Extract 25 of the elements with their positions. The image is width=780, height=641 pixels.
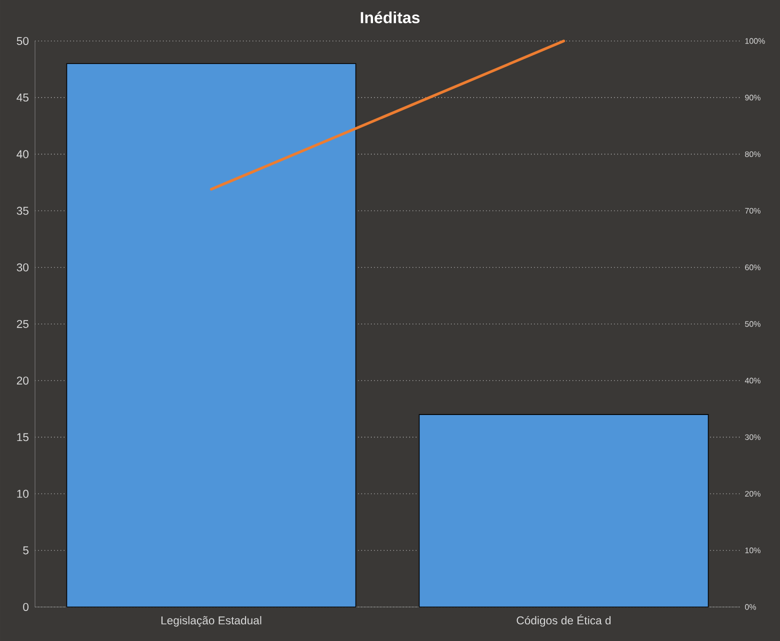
y2-tick-label: 50% [745,321,760,327]
y-tick-label: 15 [17,433,28,442]
y-tick-label: 10 [17,490,29,498]
y-tick-label: 45 [16,94,28,102]
x-tick-label: Códigos de Ética d [516,614,611,627]
y-tick-label: 35 [16,206,28,215]
y2-tick-label: 90% [745,94,760,100]
y2-tick-label: 100% [745,38,765,44]
y-tick-label: 40 [16,150,29,158]
y2-tick-label: 60% [745,264,760,270]
y2-tick-label: 80% [745,151,760,158]
y2-tick-label: 30% [745,434,760,440]
y-tick-label: 5 [23,546,28,554]
y2-tick-label: 70% [745,208,760,214]
y-tick-label: 50 [16,36,29,45]
y-tick-label: 20 [16,376,29,385]
y2-tick-label: 0% [745,604,756,610]
y2-tick-label: 20% [745,490,760,497]
y-tick-label: 25 [16,320,28,328]
y2-tick-label: 40% [744,378,760,384]
x-tick-label: Legislação Estadual [161,616,262,627]
y-tick-label: 0 [23,602,29,611]
chart-title: Inéditas [360,11,420,24]
y-tick-label: 30 [16,263,29,272]
y2-tick-label: 10% [745,548,760,554]
